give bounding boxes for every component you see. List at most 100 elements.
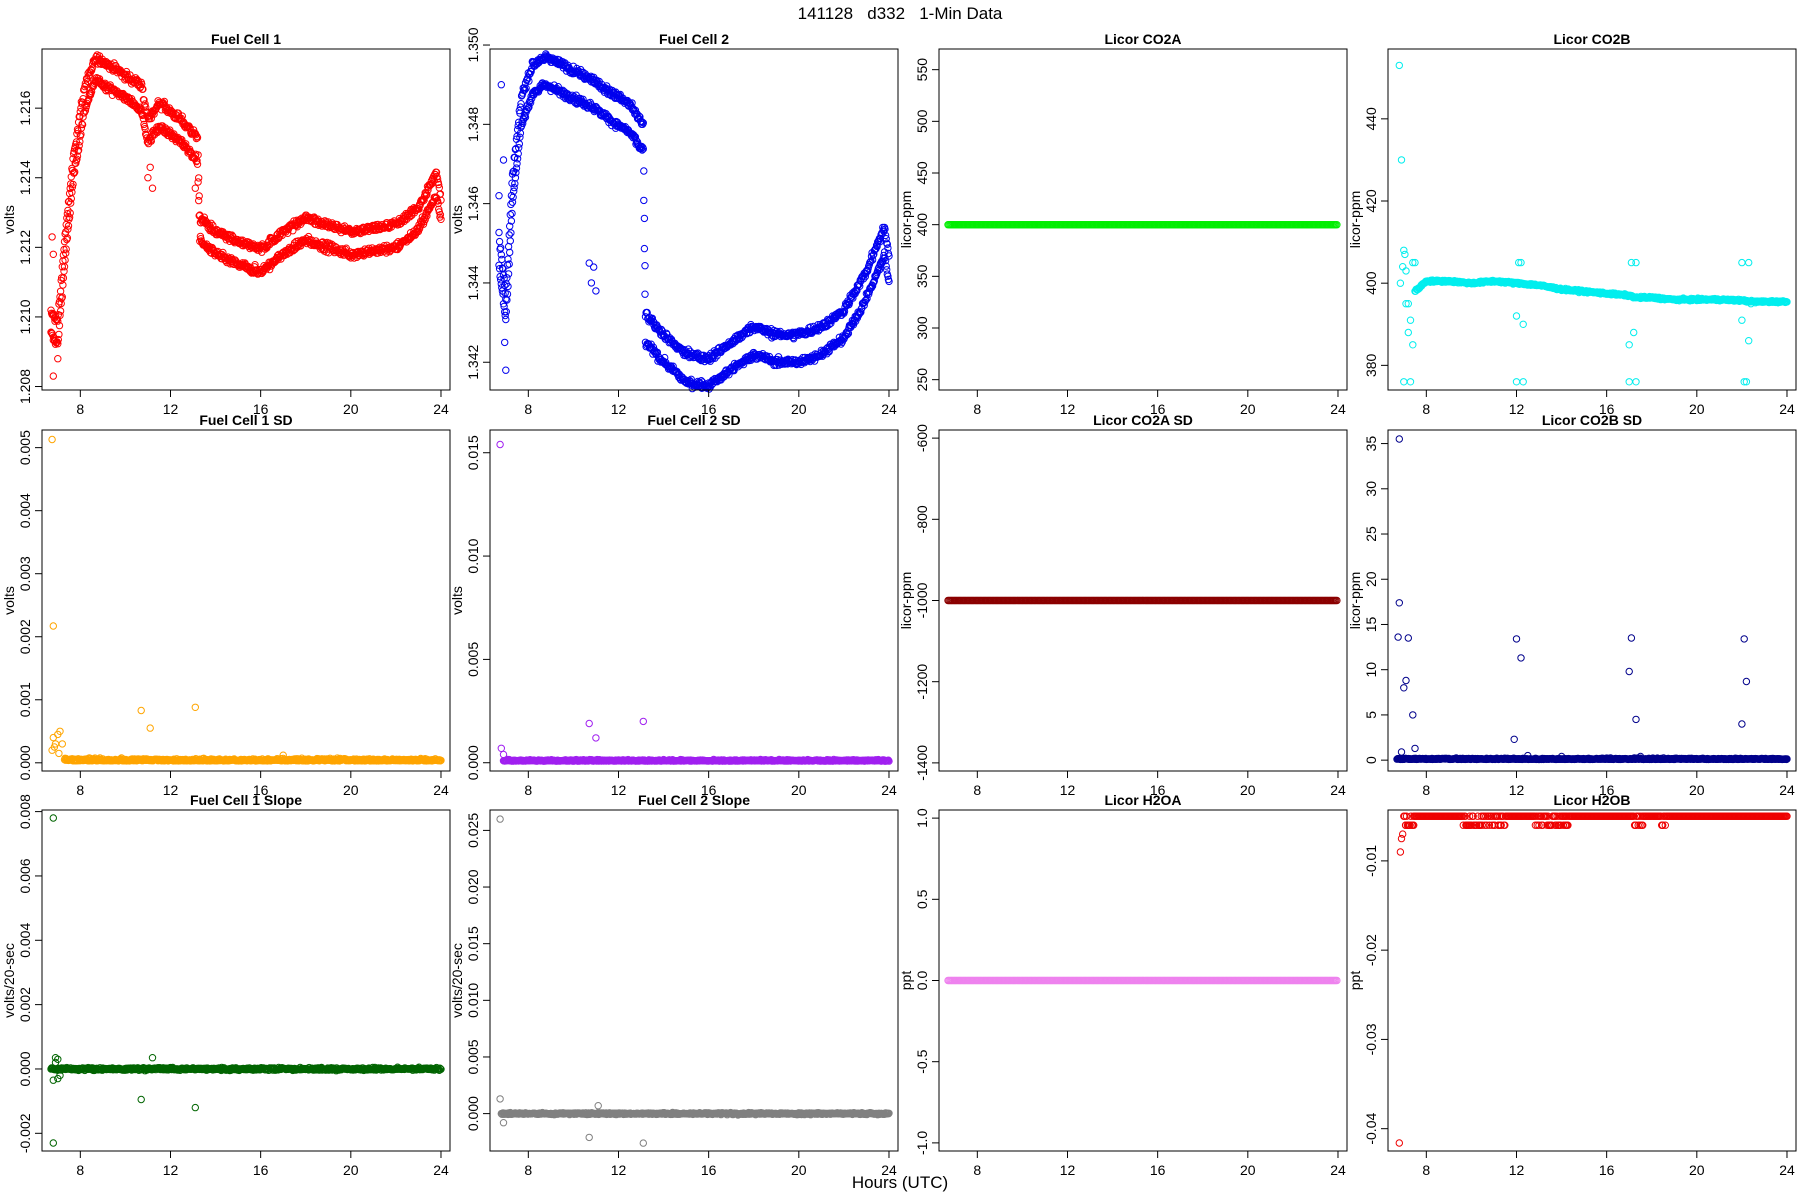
data-point: [497, 244, 505, 252]
y-tick-label: 1.216: [17, 90, 33, 125]
data-point: [64, 206, 72, 215]
data-point: [1397, 156, 1406, 164]
data-point: [56, 307, 65, 315]
plot-frame: [41, 48, 451, 391]
x-tick-label: 24: [433, 401, 449, 417]
data-point: [57, 276, 65, 285]
y-tick-label: 1.342: [465, 345, 481, 380]
data-point: [193, 134, 202, 142]
data-point: [502, 308, 510, 316]
data-point: [1399, 263, 1407, 271]
data-point: [684, 345, 693, 353]
data-point: [1745, 258, 1753, 267]
data-point: [54, 340, 62, 348]
data-point: [421, 215, 429, 224]
data-point: [437, 196, 445, 204]
data-point: [415, 205, 423, 213]
data-point: [507, 200, 515, 209]
data-point: [142, 103, 150, 111]
data-point: [420, 196, 428, 205]
data-point: [1519, 320, 1527, 328]
data-point: [504, 270, 513, 278]
data-point: [525, 77, 533, 85]
x-tick-label: 8: [973, 401, 981, 417]
data-point: [640, 214, 649, 223]
plot-frame: [1387, 48, 1797, 391]
y-tick-label: 1.344: [465, 265, 481, 300]
y-tick-label: 300: [914, 316, 930, 340]
figure-title: 141128 d332 1-Min Data: [798, 4, 1003, 23]
data-point: [497, 81, 505, 89]
y-tick-label: 1.214: [17, 160, 33, 195]
x-tick-label: 8: [76, 782, 84, 798]
data-point: [1745, 337, 1753, 345]
data-point: [54, 335, 62, 344]
data-point: [146, 724, 154, 732]
data-point: [194, 178, 202, 186]
y-tick-label: 1.208: [17, 369, 33, 404]
data-point: [495, 237, 504, 246]
y-axis-label: volts: [449, 586, 465, 615]
data-point: [527, 68, 535, 76]
data-point: [640, 196, 648, 205]
panel-title: Fuel Cell 1: [211, 31, 281, 47]
x-tick-label: 12: [1509, 401, 1525, 417]
data-point: [714, 348, 722, 356]
x-tick-label: 24: [1779, 401, 1795, 417]
y-tick-label: 1.210: [17, 299, 33, 334]
data-point: [76, 138, 84, 146]
y-tick-label: 1.212: [17, 230, 33, 265]
data-point: [521, 113, 530, 121]
data-point: [1409, 341, 1417, 349]
panel-title: Fuel Cell 2 SD: [647, 412, 740, 428]
x-tick-label: 24: [433, 782, 449, 798]
data-point: [58, 263, 66, 271]
data-point: [248, 267, 256, 275]
data-point: [65, 213, 74, 222]
data-point: [196, 211, 204, 219]
data-point: [86, 68, 95, 76]
data-point: [513, 155, 522, 163]
data-point: [1519, 378, 1527, 386]
data-point: [55, 321, 64, 330]
data-point: [501, 338, 509, 347]
data-point: [437, 215, 445, 224]
data-point: [504, 282, 512, 291]
data-point: [80, 86, 88, 94]
data-point: [191, 184, 200, 192]
data-point: [521, 86, 529, 94]
x-tick-label: 12: [163, 401, 179, 417]
data-point: [62, 245, 70, 253]
data-point: [61, 249, 70, 257]
data-point: [1402, 267, 1410, 275]
data-point: [1512, 312, 1521, 320]
data-point: [74, 146, 83, 154]
y-tick-label: 0.005: [17, 430, 33, 465]
y-axis-label: licor-ppm: [898, 191, 914, 249]
data-point: [587, 279, 596, 287]
data-point: [67, 199, 75, 207]
data-point: [66, 209, 74, 217]
data-point: [505, 231, 513, 239]
data-point: [69, 180, 77, 189]
data-point: [51, 317, 59, 325]
data-point: [1400, 246, 1408, 255]
data-point: [501, 311, 509, 320]
data-point: [495, 228, 503, 237]
data-point: [694, 377, 702, 386]
y-tick-label: 0.001: [17, 682, 33, 717]
y-tick-label: 0.002: [17, 619, 33, 654]
data-point: [522, 84, 530, 92]
data-point: [48, 435, 56, 444]
data-point: [70, 147, 78, 156]
data-point: [639, 119, 647, 127]
data-point: [711, 354, 719, 362]
x-tick-label: 20: [791, 401, 807, 417]
data-point: [86, 71, 94, 79]
